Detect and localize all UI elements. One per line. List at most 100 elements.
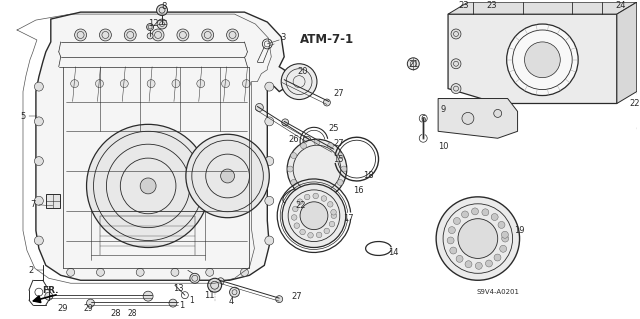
Circle shape [297, 199, 303, 204]
Circle shape [308, 233, 314, 238]
Circle shape [227, 29, 239, 41]
Circle shape [493, 109, 502, 117]
Circle shape [99, 29, 111, 41]
Circle shape [323, 99, 330, 106]
Circle shape [86, 299, 95, 307]
Text: 20: 20 [298, 67, 308, 76]
Circle shape [171, 268, 179, 276]
Circle shape [328, 147, 335, 154]
Text: 26: 26 [289, 135, 300, 144]
Circle shape [468, 0, 478, 1]
Circle shape [301, 189, 307, 195]
Circle shape [243, 80, 250, 88]
Circle shape [300, 202, 328, 230]
Text: 12: 12 [148, 19, 158, 27]
Circle shape [143, 291, 153, 301]
Text: 5: 5 [20, 112, 26, 121]
Text: 29: 29 [58, 304, 68, 313]
Text: 1: 1 [179, 300, 184, 310]
Circle shape [313, 193, 319, 199]
Circle shape [208, 278, 221, 292]
Circle shape [291, 180, 297, 185]
Text: 8: 8 [161, 2, 166, 11]
Text: 1: 1 [189, 296, 194, 305]
Circle shape [501, 231, 508, 238]
Circle shape [205, 268, 214, 276]
Circle shape [70, 80, 79, 88]
Circle shape [456, 256, 463, 262]
Bar [46, 194, 60, 208]
Text: 17: 17 [344, 214, 354, 223]
Polygon shape [448, 14, 617, 103]
Text: 28: 28 [127, 308, 137, 317]
Text: 6: 6 [420, 115, 426, 124]
Circle shape [169, 299, 177, 307]
Circle shape [301, 143, 307, 149]
Circle shape [303, 136, 311, 144]
Circle shape [314, 193, 320, 199]
Circle shape [97, 268, 104, 276]
Text: 23: 23 [486, 1, 497, 10]
Circle shape [202, 29, 214, 41]
Circle shape [328, 202, 333, 207]
Circle shape [265, 82, 274, 91]
Circle shape [321, 196, 326, 201]
Circle shape [35, 157, 44, 166]
Circle shape [340, 166, 347, 172]
Circle shape [329, 221, 335, 227]
Circle shape [331, 210, 337, 215]
Circle shape [35, 236, 44, 245]
Text: 29: 29 [84, 304, 93, 313]
Circle shape [507, 24, 578, 96]
Circle shape [482, 209, 489, 216]
Text: 27: 27 [333, 89, 344, 98]
Circle shape [451, 59, 461, 69]
Circle shape [157, 5, 168, 16]
Circle shape [241, 268, 248, 276]
Circle shape [465, 261, 472, 268]
Circle shape [314, 139, 320, 145]
Text: FR.: FR. [42, 286, 59, 295]
Text: 22: 22 [630, 99, 640, 108]
Circle shape [502, 235, 509, 242]
Text: 22: 22 [296, 201, 307, 210]
Circle shape [230, 287, 239, 297]
Circle shape [276, 296, 283, 303]
Circle shape [300, 229, 305, 235]
Circle shape [451, 84, 461, 93]
Circle shape [177, 29, 189, 41]
Circle shape [458, 219, 498, 258]
Polygon shape [36, 12, 287, 280]
Text: 16: 16 [353, 186, 364, 195]
Circle shape [147, 80, 155, 88]
Circle shape [172, 80, 180, 88]
Circle shape [140, 178, 156, 194]
Circle shape [221, 80, 230, 88]
Text: 23: 23 [459, 1, 469, 10]
Text: 14: 14 [388, 248, 399, 257]
Circle shape [328, 143, 333, 149]
Circle shape [337, 153, 343, 159]
Circle shape [451, 29, 461, 39]
Text: 13: 13 [173, 284, 183, 293]
Circle shape [157, 19, 167, 29]
Circle shape [281, 64, 317, 100]
Circle shape [67, 268, 75, 276]
Circle shape [447, 237, 454, 244]
Text: ATM-7-1: ATM-7-1 [300, 33, 354, 47]
Circle shape [265, 157, 274, 166]
Circle shape [75, 29, 86, 41]
Circle shape [498, 221, 505, 228]
Circle shape [461, 211, 468, 218]
Text: 18: 18 [364, 172, 374, 181]
Circle shape [282, 184, 346, 248]
Polygon shape [617, 2, 637, 103]
Text: 25: 25 [328, 124, 339, 133]
Circle shape [500, 245, 507, 252]
Text: 19: 19 [515, 226, 525, 235]
Circle shape [147, 33, 153, 39]
Circle shape [287, 139, 347, 199]
Circle shape [265, 117, 274, 126]
Circle shape [35, 117, 44, 126]
Circle shape [136, 268, 144, 276]
